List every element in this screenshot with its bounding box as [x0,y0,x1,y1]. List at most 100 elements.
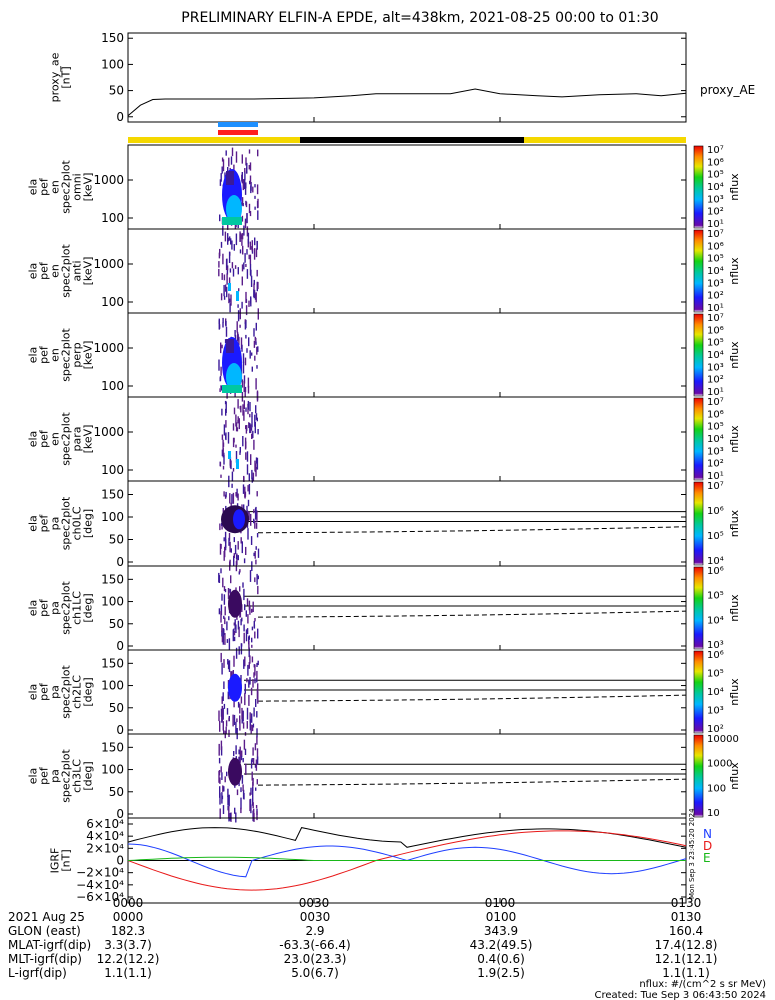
speckle-mark [248,254,250,260]
colorbar-label: nflux [728,594,741,622]
speckle-mark [240,643,243,655]
speckle-mark [230,548,232,553]
speckle-mark [239,703,241,714]
colorbar-label: nflux [728,678,741,706]
speckle-mark [254,195,256,199]
colorbar-label-group: nflux [728,678,741,706]
speckle-mark [255,378,257,390]
speckle-mark [243,659,245,669]
speckle-mark [231,262,234,269]
y-axis-label: proxy_ae[nT] [49,52,73,102]
speckle-mark [250,454,252,465]
speckle-mark [228,638,231,650]
footer-row2-c1: 3.3(3.7) [104,938,152,952]
y-label-line: en [49,264,62,278]
speckle-mark [240,537,242,544]
speckle-mark [237,419,239,424]
colorbar-tick-label: 10⁴ [707,434,724,445]
speckle-mark [221,449,224,457]
speckle-mark [221,705,223,718]
speckle-mark [230,294,232,306]
speckle-mark [244,604,246,611]
colorbar-tick-label: 10⁶ [707,409,724,420]
speckle-mark [242,582,244,588]
y-tick-label: 0 [116,639,124,653]
speckle-mark [244,321,247,330]
speckle-mark [245,334,247,339]
lc-dashed-line [257,694,687,702]
colorbar-tick-label: 10⁴ [707,687,724,698]
speckle-mark [239,719,241,731]
speckle-mark [251,352,253,356]
speckle-mark [255,292,257,303]
y-label-line: ela [27,684,40,701]
speckle-mark [253,707,255,717]
lc-dashed-line [257,778,687,786]
speckle-mark [244,357,247,366]
colorbar-tick-label: 100 [707,783,726,794]
speckle-mark [247,377,250,388]
panel-IGRF: IGRF[nT]6×10⁴4×10⁴2×10⁴0−2×10⁴−4×10⁴−6×1… [49,808,713,904]
speckle-mark [232,492,235,504]
y-label-line: proxy_ae [49,52,62,102]
y-label-line: ch1LC [71,591,84,625]
speckle-mark [229,588,231,593]
speckle-mark [240,202,243,207]
panel-frame [127,312,687,398]
y-label-line: [deg] [82,761,95,790]
speckle-mark [237,310,240,322]
speckle-mark [226,258,228,268]
y-label-line: ela [27,179,40,196]
colorbar-tick-label: 10⁵ [707,422,724,433]
speckle-mark [255,759,258,771]
speckle-mark [242,179,244,191]
speckle-mark [243,410,245,421]
speckle-mark [256,269,258,277]
speckle-mark [249,241,251,250]
y-tick-label: 100 [101,763,124,777]
y-label-line: ela [27,768,40,785]
y-label-line: pef [38,514,51,533]
y-label-line: ela [27,600,40,617]
speckle-mark [250,297,252,307]
speckle-mark [244,388,246,397]
y-label-line: ela [27,431,40,448]
speckle-mark [235,554,238,559]
speckle-mark [221,593,223,601]
colorbar-label: nflux [728,425,741,453]
colorbar-tick-label: 10¹ [707,303,724,314]
speckle-mark [223,659,225,668]
speckle-mark [252,802,254,809]
y-tick-label: 0 [116,555,124,569]
speckle-mark [224,617,226,625]
speckle-mark [252,747,254,756]
speckle-mark [246,162,248,174]
speckle-mark [249,180,251,185]
speckle-mark [249,718,251,731]
science-zone-red-marker [218,130,258,135]
speckle-mark [245,629,248,642]
speckle-mark [242,484,245,494]
speckle-mark [249,605,251,615]
y-tick-label: 100 [101,679,124,693]
speckle-mark [253,248,256,260]
speckle-mark [235,414,237,427]
speckle-mark [249,792,251,796]
speckle-mark [239,751,241,763]
speckle-mark [241,172,243,184]
speckle-mark [254,414,256,427]
panel-frame [127,480,687,567]
y-label-line: [nT] [60,66,73,88]
speckle-mark [234,330,236,337]
speckle-mark [228,251,231,263]
speckle-mark [220,474,222,478]
speckle-mark [256,748,259,760]
colorbar-tick-label: 10⁶ [707,241,724,252]
speckle-mark [233,244,235,251]
speckle-mark [252,758,255,765]
speckle-mark [228,660,231,672]
panel-ela_pef_pa_spec2plot_ch1LC: elapefpaspec2plotch1LC[deg]15010050010⁶1… [27,565,741,659]
speckle-mark [220,766,222,773]
speckle-mark [249,423,251,434]
speckle-mark [220,568,222,574]
